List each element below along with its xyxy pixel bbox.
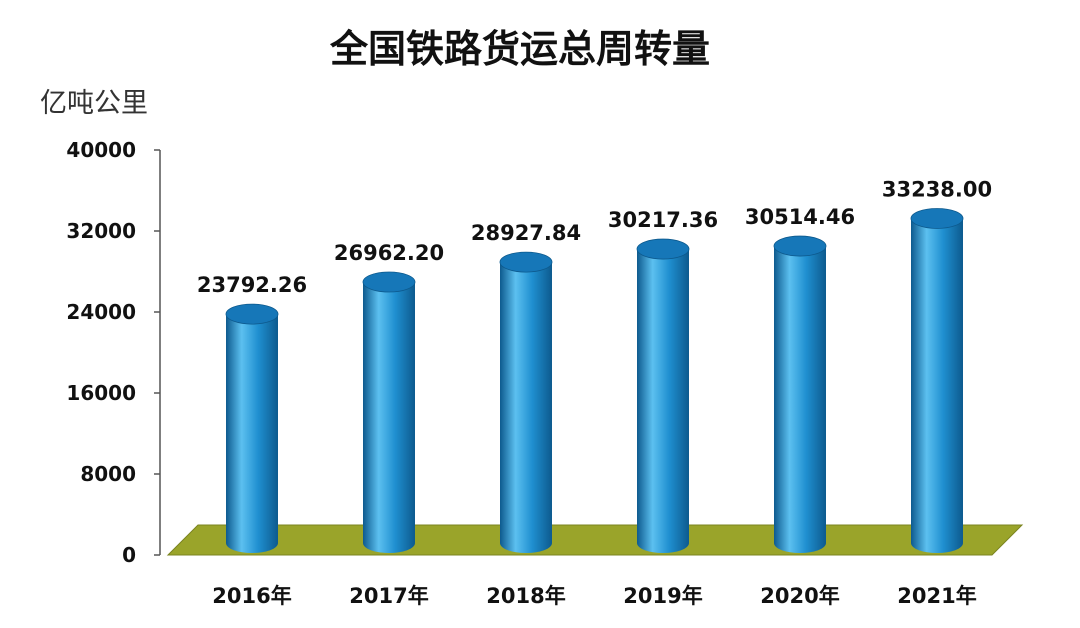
bar: 28927.84 [471,221,581,553]
x-category-label: 2017年 [349,584,428,608]
y-axis-unit-label: 亿吨公里 [40,88,148,119]
bar-body [226,314,278,553]
x-category-label: 2021年 [897,584,976,608]
y-axis-ticks: 0 8000 16000 24000 32000 40000 [66,138,160,567]
bar-body [774,246,826,554]
bar-top [636,238,690,260]
chart-floor [166,524,1024,556]
bar: 26962.20 [334,241,444,553]
x-category-label: 2020年 [760,584,839,608]
y-tick-label: 8000 [80,462,136,486]
bar: 33238.00 [882,177,992,553]
y-tick-label: 24000 [66,300,136,324]
y-tick-label: 16000 [66,381,136,405]
y-tick-label: 32000 [66,219,136,243]
y-tick-label: 0 [122,543,136,567]
x-category-label: 2016年 [212,584,291,608]
data-label: 28927.84 [471,221,581,245]
bar-body [500,262,552,553]
bar-body [911,218,963,553]
bar-top [499,251,553,273]
y-tick-label: 40000 [66,138,136,162]
x-category-label: 2018年 [486,584,565,608]
bar-body [637,249,689,553]
data-label: 26962.20 [334,241,444,265]
data-label: 30217.36 [608,208,718,232]
data-label: 33238.00 [882,177,992,201]
bar-top [910,208,964,229]
bar: 23792.26 [197,273,307,553]
category-labels: 2016年 2017年 2018年 2019年 2020年 2021年 [212,584,976,608]
bar: 30514.46 [745,205,855,554]
bar-top [225,303,279,325]
chart-title: 全国铁路货运总周转量 [329,27,710,71]
x-category-label: 2019年 [623,584,702,608]
bar-body [363,282,415,553]
bars: 23792.26 26962.20 28927.84 30217.36 30514.46… [197,177,992,554]
data-label: 23792.26 [197,273,307,297]
bar: 30217.36 [608,208,718,553]
bar-top [773,235,827,257]
data-label: 30514.46 [745,205,855,229]
bar-top [362,271,416,293]
